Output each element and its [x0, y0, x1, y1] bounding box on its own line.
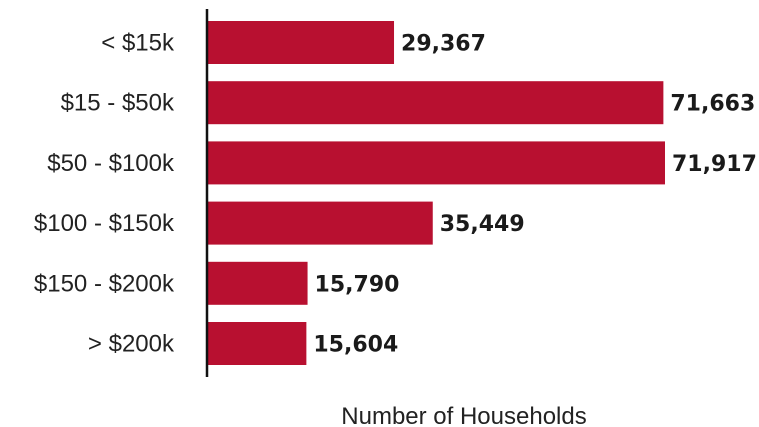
bar — [207, 21, 395, 64]
value-label: 29,367 — [401, 32, 486, 57]
bar — [207, 201, 433, 245]
category-label: $50 - $100k — [47, 150, 175, 177]
value-label: 15,790 — [315, 272, 400, 297]
category-label: > $200k — [88, 331, 175, 358]
category-label: < $15k — [101, 30, 175, 57]
bar — [207, 261, 308, 305]
bar — [207, 322, 307, 365]
bar — [207, 81, 664, 125]
category-label: $150 - $200k — [34, 270, 175, 297]
value-label: 15,604 — [313, 333, 398, 358]
x-axis-title: Number of Households — [341, 403, 586, 427]
bars-layer — [207, 21, 665, 365]
category-labels: < $15k $15 - $50k $50 - $100k $100 - $150k $… — [34, 30, 175, 358]
value-label: 71,663 — [670, 92, 755, 117]
value-labels: 29,367 71,663 71,917 35,449 15,790 15,604 — [313, 32, 757, 358]
value-label: 71,917 — [672, 152, 757, 177]
category-label: $15 - $50k — [61, 90, 175, 117]
bar — [207, 141, 665, 185]
category-label: $100 - $150k — [34, 210, 175, 237]
value-label: 35,449 — [440, 212, 525, 237]
